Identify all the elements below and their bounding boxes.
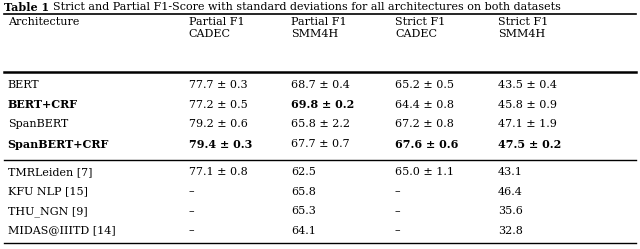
Text: 65.3: 65.3: [291, 206, 316, 216]
Text: 62.5: 62.5: [291, 167, 316, 177]
Text: 69.8 ± 0.2: 69.8 ± 0.2: [291, 100, 355, 111]
Text: Strict and Partial F1-Score with standard deviations for all architectures on bo: Strict and Partial F1-Score with standar…: [46, 2, 561, 12]
Text: 67.7 ± 0.7: 67.7 ± 0.7: [291, 138, 350, 148]
Text: –: –: [395, 187, 401, 196]
Text: 46.4: 46.4: [498, 187, 523, 196]
Text: –: –: [189, 187, 195, 196]
Text: 43.1: 43.1: [498, 167, 523, 177]
Text: SpanBERT: SpanBERT: [8, 119, 68, 129]
Text: 47.5 ± 0.2: 47.5 ± 0.2: [498, 138, 561, 149]
Text: –: –: [395, 206, 401, 216]
Text: 65.2 ± 0.5: 65.2 ± 0.5: [395, 80, 454, 90]
Text: Partial F1
SMM4H: Partial F1 SMM4H: [291, 17, 347, 39]
Text: 65.0 ± 1.1: 65.0 ± 1.1: [395, 167, 454, 177]
Text: Table 1: Table 1: [4, 2, 49, 13]
Text: SpanBERT+CRF: SpanBERT+CRF: [8, 138, 109, 149]
Text: 45.8 ± 0.9: 45.8 ± 0.9: [498, 100, 557, 110]
Text: 77.1 ± 0.8: 77.1 ± 0.8: [189, 167, 248, 177]
Text: BERT: BERT: [8, 80, 39, 90]
Text: MIDAS@IIITD [14]: MIDAS@IIITD [14]: [8, 226, 115, 236]
Text: 77.2 ± 0.5: 77.2 ± 0.5: [189, 100, 248, 110]
Text: 77.7 ± 0.3: 77.7 ± 0.3: [189, 80, 248, 90]
Text: 32.8: 32.8: [498, 226, 523, 236]
Text: Architecture: Architecture: [8, 17, 79, 27]
Text: BERT+CRF: BERT+CRF: [8, 100, 78, 111]
Text: THU_NGN [9]: THU_NGN [9]: [8, 206, 88, 217]
Text: 79.2 ± 0.6: 79.2 ± 0.6: [189, 119, 248, 129]
Text: 79.4 ± 0.3: 79.4 ± 0.3: [189, 138, 252, 149]
Text: TMRLeiden [7]: TMRLeiden [7]: [8, 167, 92, 177]
Text: 65.8: 65.8: [291, 187, 316, 196]
Text: 35.6: 35.6: [498, 206, 523, 216]
Text: Strict F1
CADEC: Strict F1 CADEC: [395, 17, 445, 39]
Text: –: –: [189, 206, 195, 216]
Text: 65.8 ± 2.2: 65.8 ± 2.2: [291, 119, 350, 129]
Text: KFU NLP [15]: KFU NLP [15]: [8, 187, 88, 196]
Text: Strict F1
SMM4H: Strict F1 SMM4H: [498, 17, 548, 39]
Text: –: –: [189, 226, 195, 236]
Text: 67.2 ± 0.8: 67.2 ± 0.8: [395, 119, 454, 129]
Text: –: –: [395, 226, 401, 236]
Text: 64.1: 64.1: [291, 226, 316, 236]
Text: 47.1 ± 1.9: 47.1 ± 1.9: [498, 119, 557, 129]
Text: 43.5 ± 0.4: 43.5 ± 0.4: [498, 80, 557, 90]
Text: 68.7 ± 0.4: 68.7 ± 0.4: [291, 80, 350, 90]
Text: Partial F1
CADEC: Partial F1 CADEC: [189, 17, 244, 39]
Text: 64.4 ± 0.8: 64.4 ± 0.8: [395, 100, 454, 110]
Text: 67.6 ± 0.6: 67.6 ± 0.6: [395, 138, 458, 149]
